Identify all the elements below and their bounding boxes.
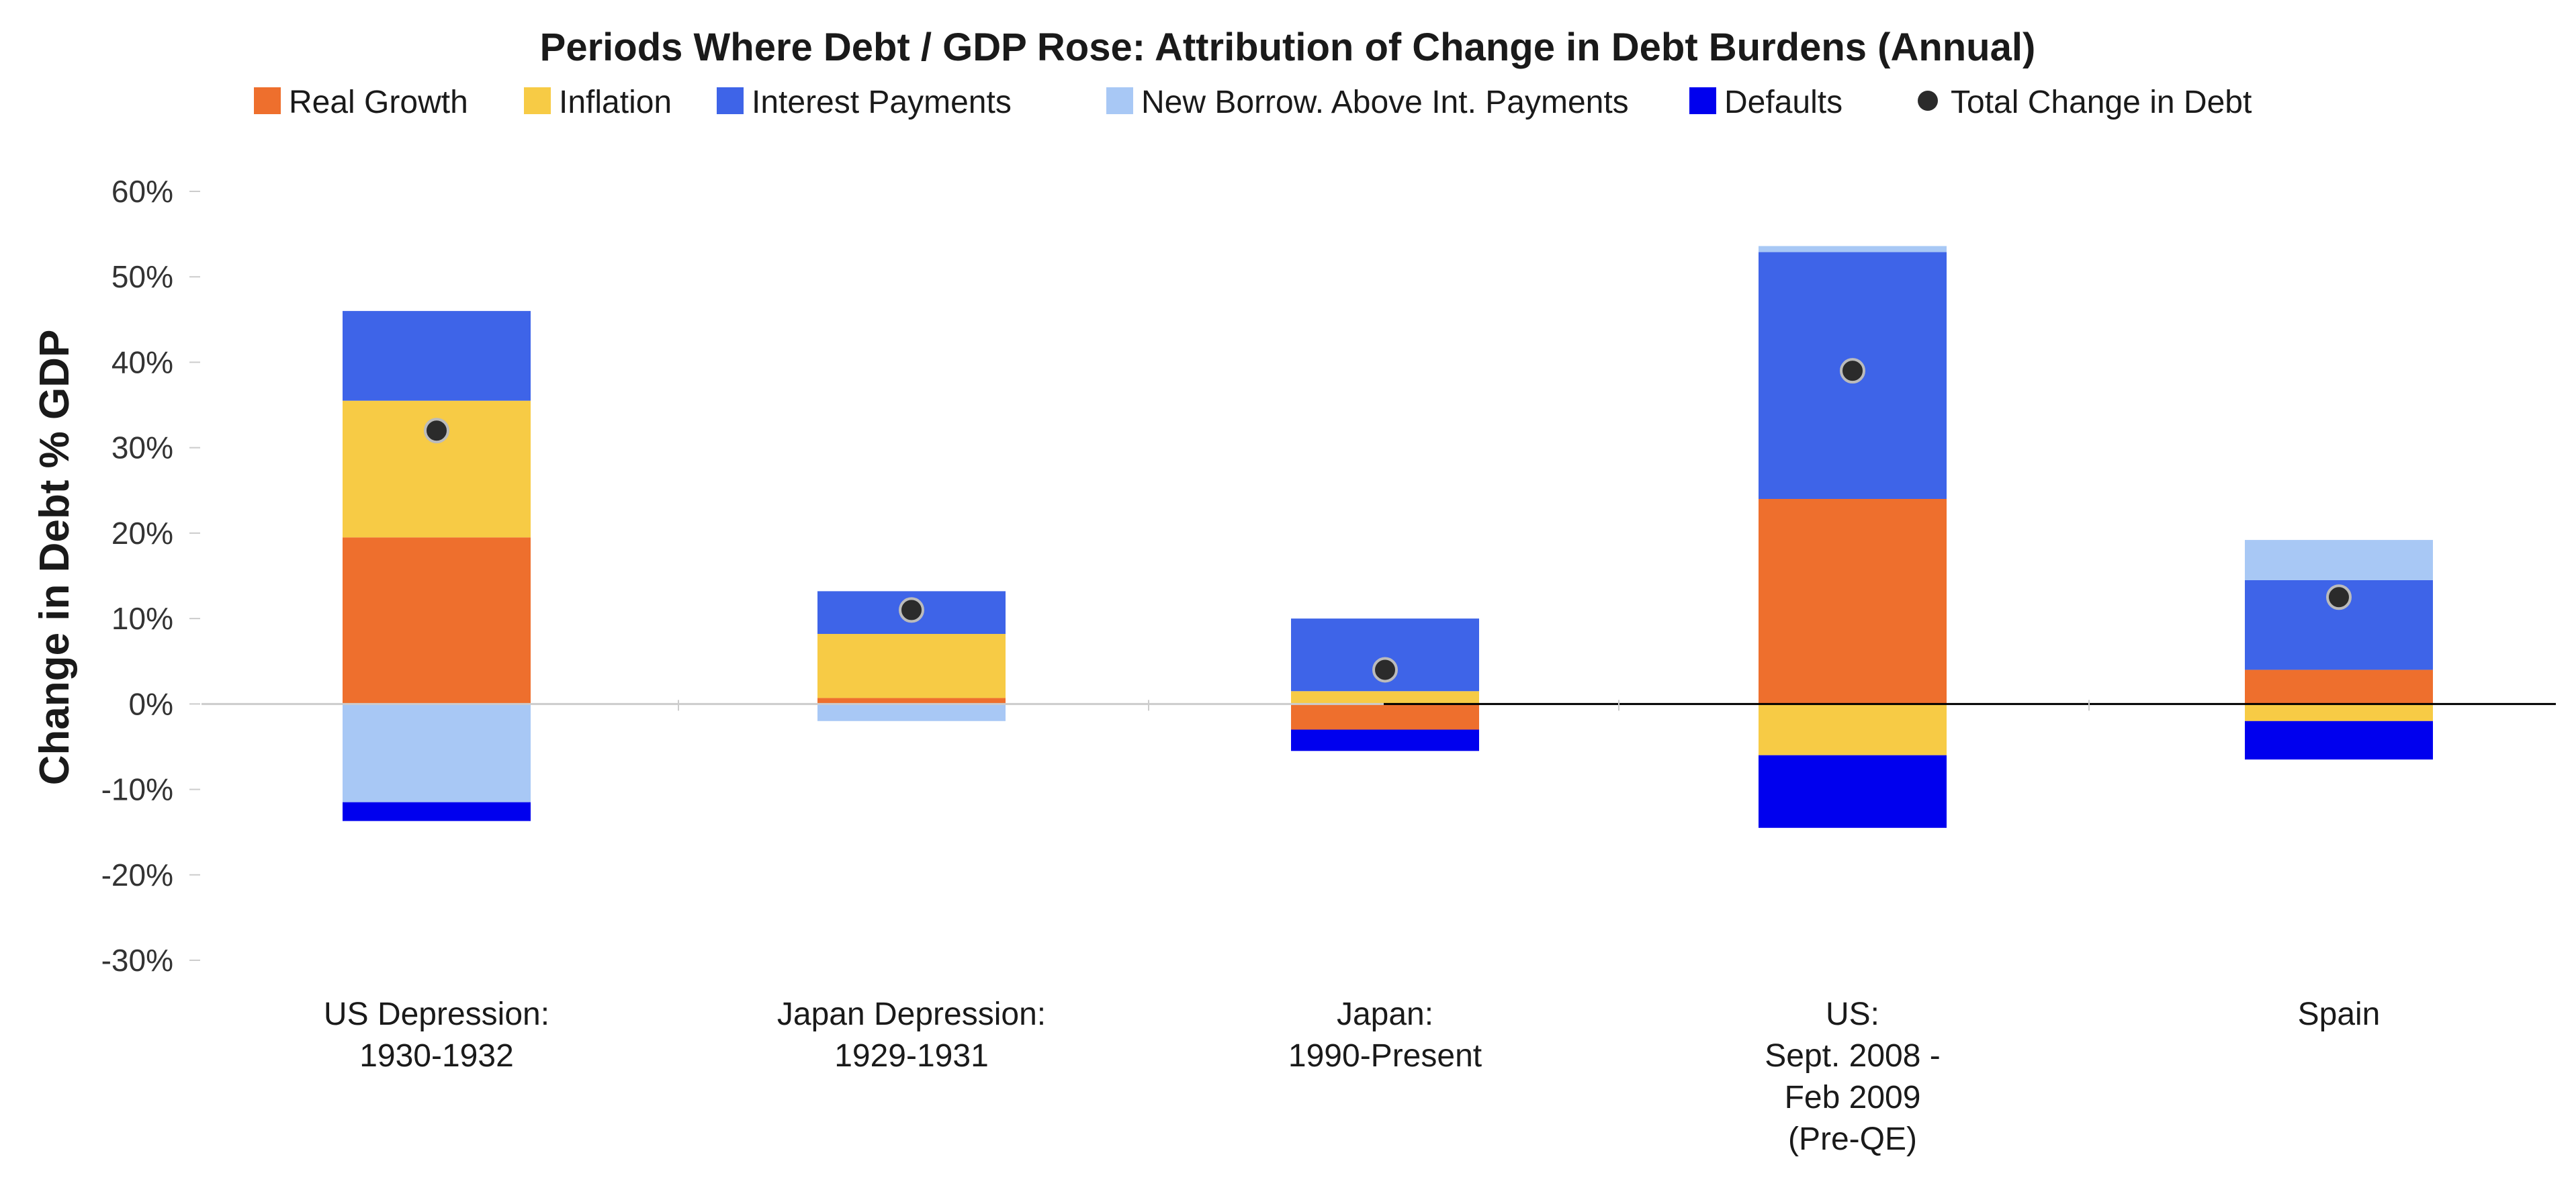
total-change-marker [424, 418, 449, 444]
bar-segment-inflation [817, 634, 1006, 698]
y-tick-label: 0% [129, 686, 173, 721]
y-axis-label: Change in Debt % GDP [32, 330, 78, 786]
bar-segment-real-growth [817, 698, 1006, 704]
category-label: Spain [2298, 997, 2381, 1032]
bar-segment-inflation [2245, 704, 2433, 721]
legend-label-real-growth: Real Growth [289, 85, 468, 120]
category-label: Japan Depression: 1929-1931 [777, 997, 1046, 1074]
total-change-marker [899, 597, 924, 623]
category-label-line: Japan Depression: [777, 997, 1046, 1032]
bar-segment-defaults [1759, 755, 1947, 828]
category-label-line: US: [1826, 997, 1879, 1032]
stacked-bars [343, 246, 2433, 828]
bar-segment-defaults [1291, 729, 1479, 751]
y-axis: 60% 50% 40% 30% 20% 10% 0% -10% -20% -30% [101, 174, 200, 978]
legend-label-inflation: Inflation [559, 85, 672, 120]
category-label-line: 1929-1931 [834, 1038, 989, 1074]
y-tick-label: 20% [112, 516, 173, 551]
bar-segment-new-borrow-above-int-payments [2245, 540, 2433, 580]
category-label-line: Japan: [1337, 997, 1433, 1032]
zero-baseline [202, 700, 2556, 711]
legend-swatch-real-growth [254, 87, 281, 114]
legend-label-interest-payments: Interest Payments [752, 85, 1012, 120]
y-tick-label: 10% [112, 601, 173, 636]
category-label: US Depression: 1930-1932 [324, 997, 549, 1074]
category-label-line: 1930-1932 [359, 1038, 514, 1074]
bar-segment-real-growth [1759, 499, 1947, 704]
legend-swatch-new-borrow-above-int-payments [1106, 87, 1133, 114]
bar-segment-real-growth [1291, 704, 1479, 730]
legend-swatch-inflation [524, 87, 551, 114]
bar-segment-interest-payments [343, 311, 531, 401]
chart-title: Periods Where Debt / GDP Rose: Attributi… [540, 26, 2036, 69]
category-label-line: US Depression: [324, 997, 549, 1032]
category-label-line: Spain [2298, 997, 2381, 1032]
total-markers [424, 358, 2352, 683]
bar-segment-new-borrow-above-int-payments [1759, 246, 1947, 252]
legend-label-defaults: Defaults [1724, 85, 1842, 120]
legend-swatch-defaults [1689, 87, 1716, 114]
bar-segment-defaults [2245, 721, 2433, 760]
total-change-marker [2326, 584, 2352, 610]
category-label-line: (Pre-QE) [1788, 1121, 1917, 1157]
legend: Real Growth Inflation Interest Payments New… [254, 85, 2252, 120]
bar-segment-defaults [343, 802, 531, 821]
legend-marker-total-change [1918, 91, 1938, 111]
category-label: US: Sept. 2008 - Feb 2009 (Pre-QE) [1765, 997, 1941, 1157]
bar-segment-real-growth [2245, 670, 2433, 704]
y-tick-label: 30% [112, 430, 173, 465]
legend-label-total-change: Total Change in Debt [1951, 85, 2252, 120]
y-tick-label: 60% [112, 174, 173, 209]
y-tick-label: 40% [112, 344, 173, 379]
category-label-line: Sept. 2008 - [1765, 1038, 1941, 1074]
bar-segment-inflation [1759, 704, 1947, 755]
bar-segment-real-growth [343, 537, 531, 704]
category-label: Japan: 1990-Present [1288, 997, 1482, 1074]
bar-segment-new-borrow-above-int-payments [343, 704, 531, 802]
category-label-line: 1990-Present [1288, 1038, 1482, 1074]
legend-swatch-interest-payments [717, 87, 744, 114]
bar-segment-new-borrow-above-int-payments [817, 704, 1006, 721]
legend-label-new-borrow-above-int-payments: New Borrow. Above Int. Payments [1141, 85, 1629, 120]
x-axis-categories: US Depression: 1930-1932 Japan Depression:… [324, 997, 2380, 1157]
y-tick-label: 50% [112, 259, 173, 294]
total-change-marker [1840, 358, 1865, 384]
y-tick-label: -20% [101, 858, 173, 892]
y-tick-label: -30% [101, 943, 173, 978]
total-change-marker [1372, 657, 1398, 683]
y-tick-label: -10% [101, 772, 173, 807]
category-label-line: Feb 2009 [1785, 1080, 1921, 1115]
bar-segment-inflation [1291, 691, 1479, 704]
